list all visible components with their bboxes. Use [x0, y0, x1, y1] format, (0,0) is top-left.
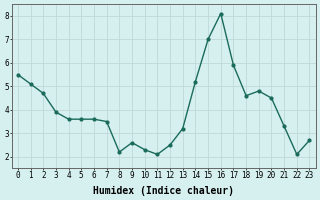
- X-axis label: Humidex (Indice chaleur): Humidex (Indice chaleur): [93, 186, 234, 196]
